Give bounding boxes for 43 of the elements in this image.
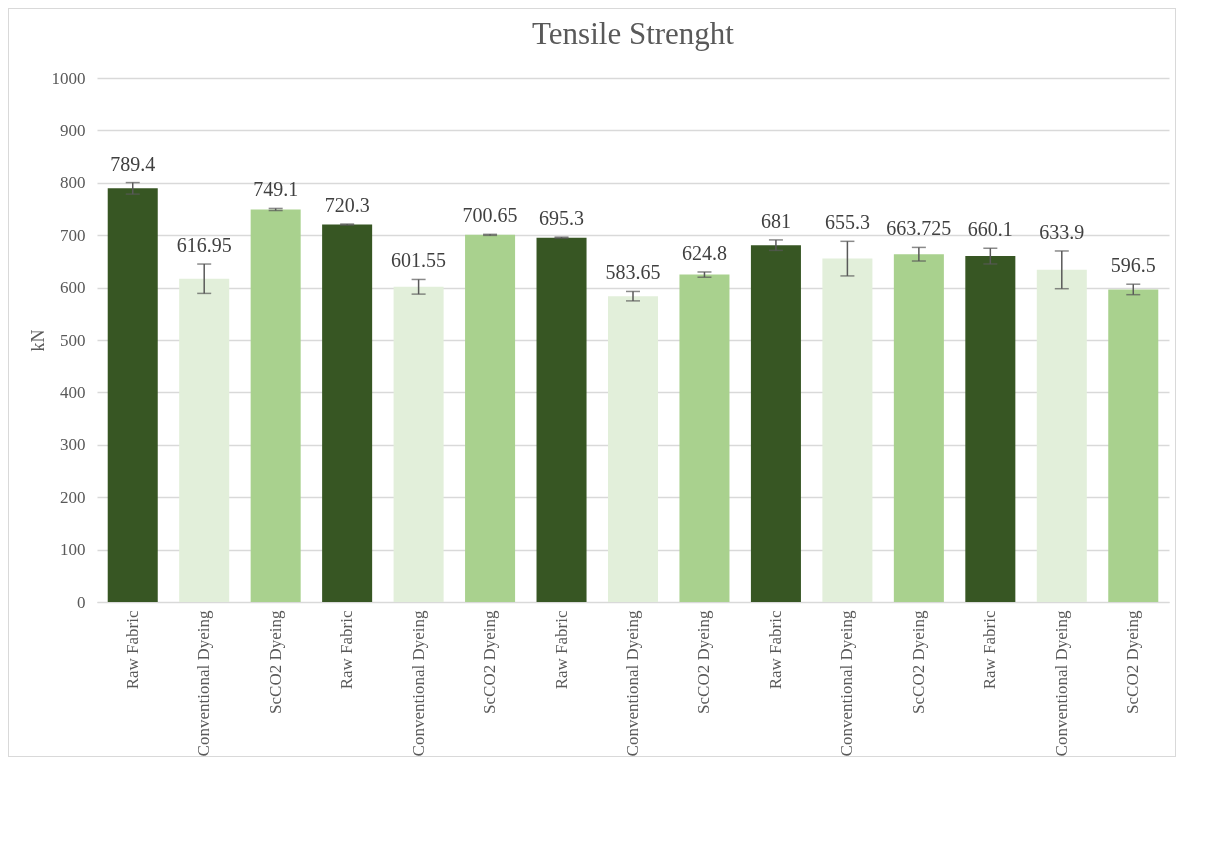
data-label: 700.65: [462, 204, 518, 227]
y-tick-label: 500: [60, 330, 86, 350]
data-label: 655.3: [824, 211, 870, 234]
data-label: 596.5: [1110, 254, 1156, 277]
data-label: 633.9: [1039, 220, 1085, 243]
y-tick-label: 1000: [51, 68, 86, 88]
y-tick-label: 200: [60, 487, 86, 507]
x-tick-label: Raw Fabric: [980, 610, 1000, 690]
x-tick-label: Raw Fabric: [551, 610, 571, 690]
x-tick-label: ScCO2 Dyeing: [694, 610, 714, 714]
y-tick-label: 100: [60, 540, 86, 560]
x-tick-label: Raw Fabric: [122, 610, 142, 690]
x-tick-label: Conventional Dyeing: [623, 610, 642, 757]
data-label: 695.3: [539, 207, 585, 230]
data-label: 660.1: [967, 218, 1013, 241]
x-tick-label: ScCO2 Dyeing: [908, 610, 928, 714]
data-label: 601.55: [391, 249, 447, 272]
y-tick-label: 700: [60, 225, 86, 245]
data-label: 720.3: [324, 194, 370, 217]
y-tick-label: 400: [60, 382, 86, 402]
y-tick-label: 900: [60, 120, 86, 140]
x-tick-label: Conventional Dyeing: [1051, 610, 1071, 757]
x-tick-label: Conventional Dyeing: [194, 610, 214, 757]
x-tick-label: Conventional Dyeing: [837, 610, 857, 757]
data-label: 749.1: [253, 178, 299, 201]
x-tick-label: Conventional Dyeing: [408, 610, 428, 757]
x-tick-label: ScCO2 Dyeing: [265, 610, 285, 714]
y-tick-label: 300: [60, 435, 86, 455]
x-tick-label: Raw Fabric: [765, 610, 785, 690]
y-tick-label: 0: [77, 592, 86, 612]
data-label: 681: [760, 209, 791, 232]
data-label: 583.65: [605, 261, 661, 284]
chart-title: Tensile Strenght: [532, 16, 735, 51]
data-label: 663.725: [886, 217, 952, 240]
y-tick-label: 800: [60, 173, 86, 193]
data-label: 616.95: [176, 234, 232, 257]
x-tick-label: Raw Fabric: [337, 610, 357, 690]
y-axis-title: kN: [27, 329, 48, 352]
x-tick-label: ScCO2 Dyeing: [1123, 610, 1143, 714]
data-label: 789.4: [110, 152, 156, 175]
y-tick-label: 600: [60, 278, 86, 298]
x-tick-label: ScCO2 Dyeing: [480, 610, 500, 714]
data-label: 624.8: [681, 241, 727, 264]
